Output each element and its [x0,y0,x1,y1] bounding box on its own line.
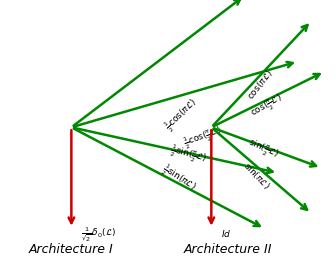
Text: Architecture II: Architecture II [184,244,272,256]
Text: $\sin(\frac{\pi}{2}\mathcal{L})$: $\sin(\frac{\pi}{2}\mathcal{L})$ [245,136,281,164]
Text: $\sin(\pi\mathcal{L})$: $\sin(\pi\mathcal{L})$ [241,159,273,191]
Text: $\cos(\frac{\pi}{2}\mathcal{L})$: $\cos(\frac{\pi}{2}\mathcal{L})$ [248,92,286,122]
Text: $\frac{1}{2}\cos(\frac{\pi}{2}\mathcal{L})$: $\frac{1}{2}\cos(\frac{\pi}{2}\mathcal{L… [181,123,224,152]
Text: $\frac{1}{\sqrt{2}}\delta_0(\mathcal{L})$: $\frac{1}{\sqrt{2}}\delta_0(\mathcal{L})… [81,225,116,243]
Text: $\cos(\pi\mathcal{L})$: $\cos(\pi\mathcal{L})$ [245,67,276,102]
Text: Architecture I: Architecture I [29,244,114,256]
Text: $\frac{1}{2}\sin(\pi\mathcal{L})$: $\frac{1}{2}\sin(\pi\mathcal{L})$ [158,161,199,195]
Text: $Id$: $Id$ [221,228,232,239]
Text: $\frac{1}{2}\cos(\pi\mathcal{L})$: $\frac{1}{2}\cos(\pi\mathcal{L})$ [161,95,202,135]
Text: $\frac{1}{2}\sin(\frac{\pi}{2}\mathcal{L})$: $\frac{1}{2}\sin(\frac{\pi}{2}\mathcal{L… [168,142,209,168]
